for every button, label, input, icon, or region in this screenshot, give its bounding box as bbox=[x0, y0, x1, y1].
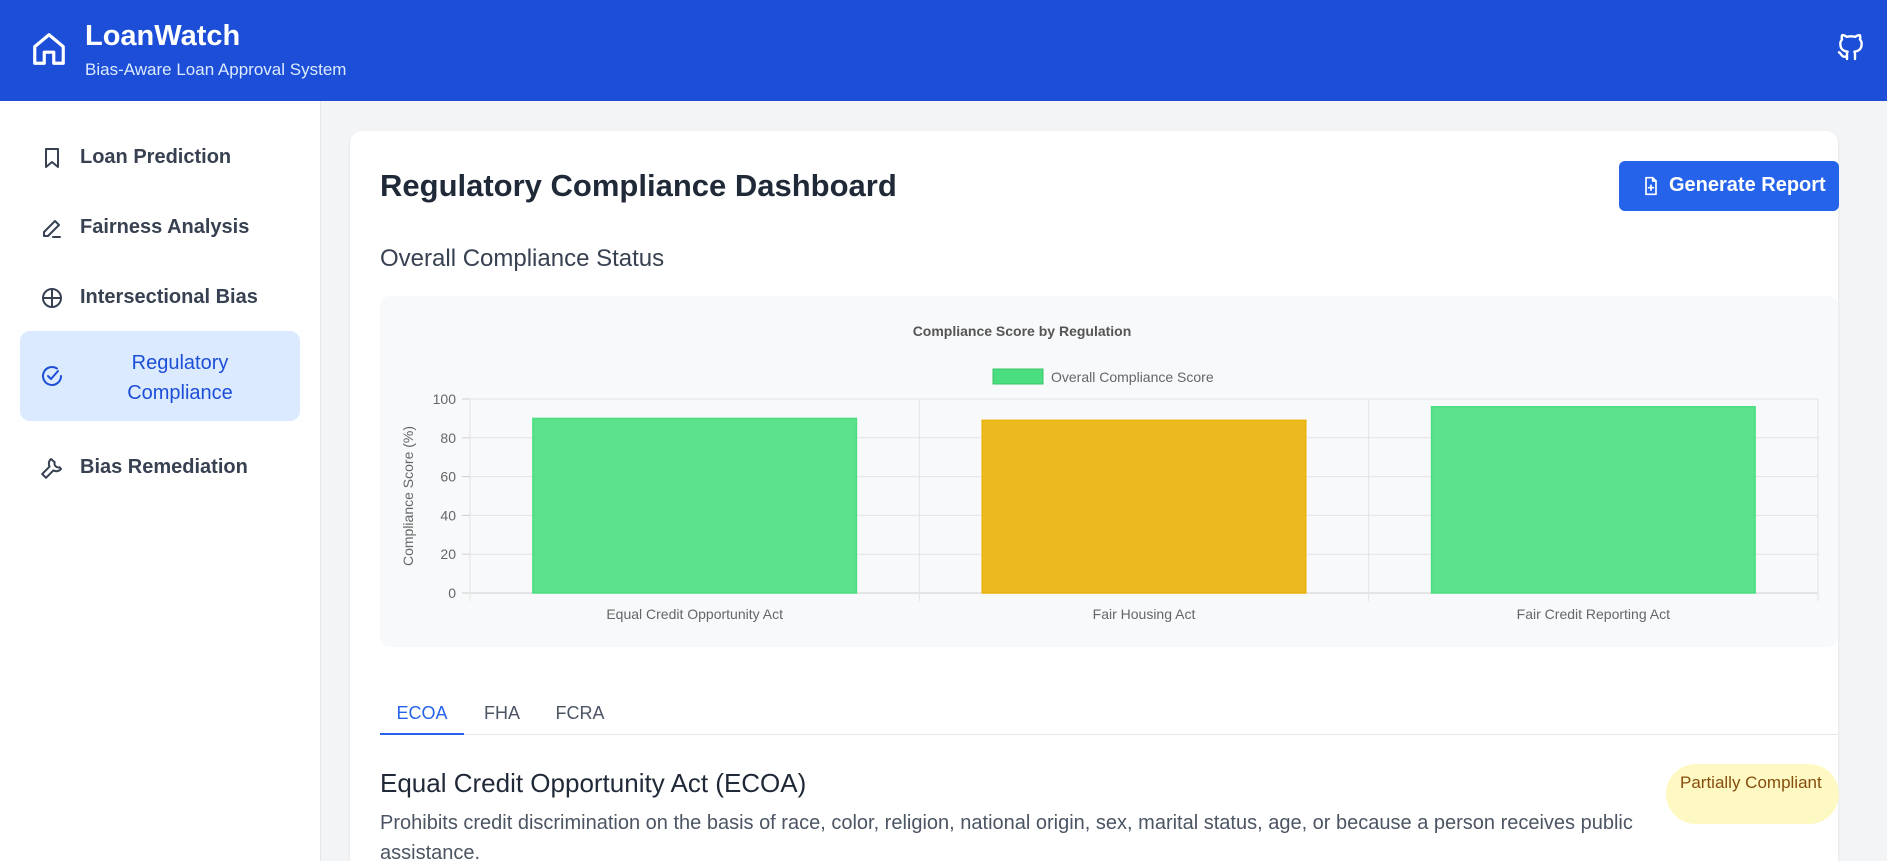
regulation-description: Prohibits credit discrimination on the b… bbox=[380, 812, 1633, 861]
x-tick-label: Equal Credit Opportunity Act bbox=[606, 606, 783, 622]
tab-fcra[interactable]: FCRA bbox=[555, 703, 605, 723]
tab-ecoa[interactable]: ECOA bbox=[380, 690, 464, 735]
section-title: Overall Compliance Status bbox=[380, 245, 665, 272]
chart-title: Compliance Score by Regulation bbox=[913, 323, 1132, 339]
sidebar-item-label: Intersectional Bias bbox=[80, 286, 258, 308]
sidebar-item-regulatory-compliance[interactable]: Regulatory Compliance bbox=[20, 331, 300, 421]
status-badge: Partially Compliant bbox=[1666, 764, 1839, 824]
sidebar-item-bias-remediation[interactable]: Bias Remediation bbox=[20, 440, 300, 496]
globe-icon bbox=[42, 288, 62, 308]
y-tick-label: 20 bbox=[440, 546, 456, 562]
legend-swatch bbox=[992, 368, 1044, 385]
compliance-chart: Compliance Score by Regulation Overall Co… bbox=[380, 296, 1838, 647]
sidebar-item-label: Fairness Analysis bbox=[80, 216, 250, 238]
legend-label: Overall Compliance Score bbox=[1051, 369, 1214, 385]
file-plus-icon bbox=[1645, 176, 1657, 196]
pencil-icon bbox=[43, 220, 61, 238]
bookmark-icon bbox=[45, 148, 59, 168]
regulation-tabs: ECOA FHA FCRA bbox=[380, 690, 1838, 735]
generate-report-button[interactable]: Generate Report bbox=[1619, 161, 1839, 211]
bar-3 bbox=[1430, 406, 1756, 594]
sidebar-item-label: Bias Remediation bbox=[80, 456, 248, 478]
y-tick-label: 0 bbox=[448, 585, 456, 601]
home-icon[interactable] bbox=[30, 29, 68, 69]
app-title: LoanWatch bbox=[85, 20, 241, 52]
page-title: Regulatory Compliance Dashboard bbox=[380, 168, 897, 203]
bar-1 bbox=[532, 417, 858, 594]
compliance-bar-chart: Compliance Score by Regulation Overall Co… bbox=[400, 323, 1819, 622]
app-header: LoanWatch Bias-Aware Loan Approval Syste… bbox=[0, 0, 1887, 101]
wrench-icon bbox=[41, 458, 62, 479]
tab-fha[interactable]: FHA bbox=[484, 703, 520, 723]
sidebar: Loan Prediction Fairness Analysis Inters… bbox=[0, 101, 321, 861]
y-tick-label: 100 bbox=[433, 391, 457, 407]
sidebar-item-label: Regulatory Compliance bbox=[127, 352, 233, 404]
sidebar-item-label: Loan Prediction bbox=[80, 146, 232, 168]
x-tick-label: Fair Credit Reporting Act bbox=[1517, 606, 1670, 622]
github-icon[interactable] bbox=[1835, 30, 1867, 64]
regulation-title: Equal Credit Opportunity Act (ECOA) bbox=[380, 768, 807, 798]
sidebar-item-intersectional-bias[interactable]: Intersectional Bias bbox=[20, 270, 300, 326]
sidebar-item-fairness-analysis[interactable]: Fairness Analysis bbox=[20, 200, 300, 256]
x-tick-label: Fair Housing Act bbox=[1093, 606, 1196, 622]
bar-2 bbox=[981, 419, 1307, 594]
y-tick-label: 40 bbox=[440, 507, 456, 523]
generate-report-label: Generate Report bbox=[1669, 174, 1826, 196]
app-subtitle: Bias-Aware Loan Approval System bbox=[85, 60, 347, 79]
y-tick-label: 80 bbox=[440, 430, 456, 446]
y-axis-label: Compliance Score (%) bbox=[400, 426, 416, 566]
y-tick-label: 60 bbox=[440, 469, 456, 485]
sidebar-item-loan-prediction[interactable]: Loan Prediction bbox=[20, 130, 300, 186]
check-circle-icon bbox=[42, 366, 62, 386]
